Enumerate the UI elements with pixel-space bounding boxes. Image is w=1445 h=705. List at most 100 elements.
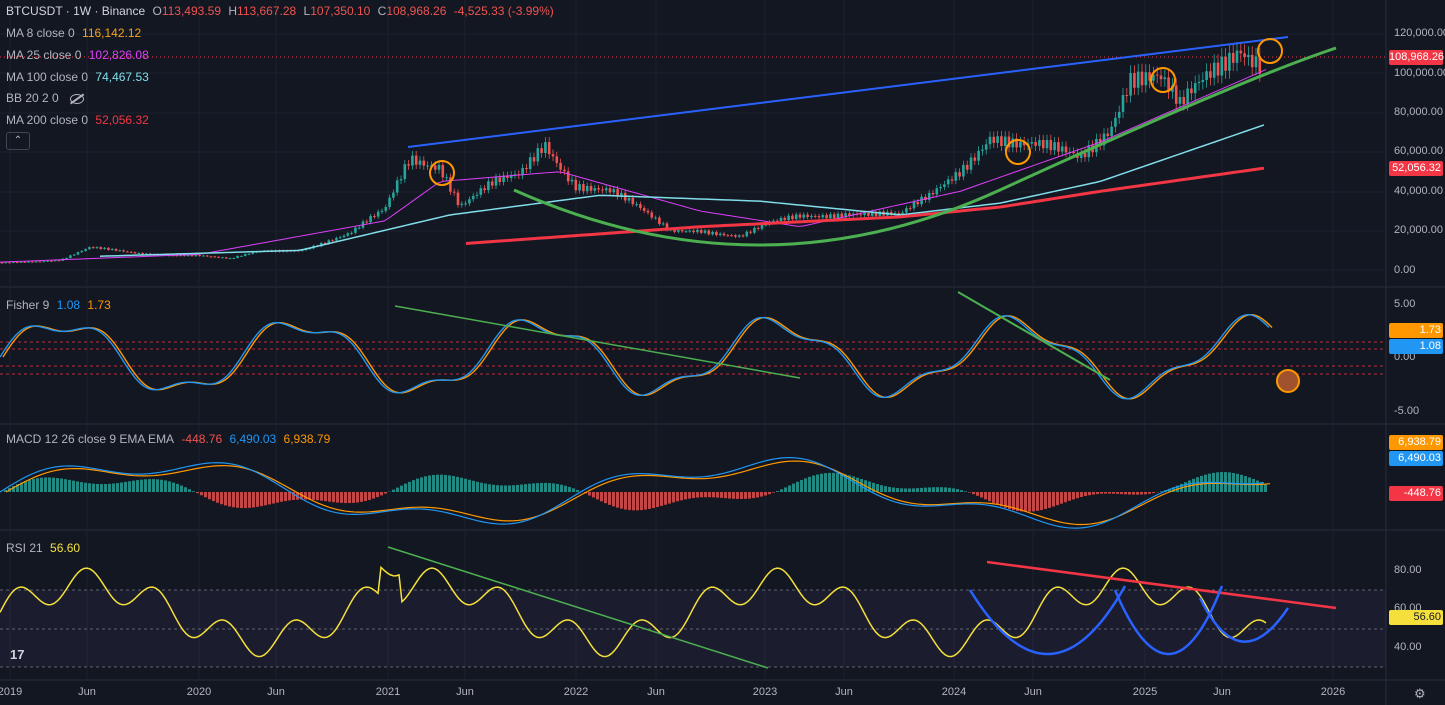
macd-histogram-bar [284,492,287,502]
ohlc-open: O113,493.59 [152,4,222,18]
candle-body [65,257,68,259]
indicator-bb[interactable]: BB 20 2 0 [6,90,88,106]
macd-histogram-bar [624,492,627,510]
rsi-tick: 80.00 [1394,564,1422,576]
candle-body [449,177,452,192]
candle-body [350,232,353,234]
macd-histogram-bar [952,488,955,492]
macd-histogram-bar [220,492,223,505]
indicator-ma200[interactable]: MA 200 close 0 52,056.32 [6,113,149,127]
macd-histogram-bar [564,485,567,492]
macd-histogram-bar [336,492,339,503]
macd-histogram-bar [884,486,887,492]
candle-body [126,251,129,253]
candle-body [817,216,821,218]
candle-body [954,172,958,181]
candle-body [574,179,578,191]
macd-histogram-bar [112,483,115,492]
macd-histogram-bar [824,473,827,492]
candle-body [506,175,509,179]
macd-histogram-bar [156,479,159,492]
indicator-ma25[interactable]: MA 25 close 0 102,826.08 [6,48,149,62]
macd-histogram-bar [1104,492,1107,494]
macd-histogram-bar [328,492,331,502]
macd-histogram-bar [356,492,359,503]
macd-histogram-bar [968,492,971,493]
macd-histogram-bar [132,480,135,492]
time-tick: Jun [1213,686,1231,698]
candle-body [870,211,874,216]
candle-body [1136,71,1140,88]
candle-body [840,213,844,218]
macd-histogram-bar [632,492,635,511]
rsi-cup-curve [1198,597,1290,643]
macd-histogram-bar [1064,492,1067,503]
hidden-eye-icon[interactable] [70,94,85,104]
indicator-ma100[interactable]: MA 100 close 0 74,467.53 [6,70,149,84]
candle-body [1079,152,1083,158]
candle-body [836,213,840,219]
candle-body [426,165,429,167]
macd-histogram-bar [688,492,691,499]
ohlc-change: -4,525.33 (-3.99%) [453,4,554,18]
macd-histogram-bar [24,481,27,492]
macd-histogram-bar [820,473,823,492]
candle-body [532,157,536,162]
macd-pane[interactable] [0,457,1271,529]
candle-body [27,261,30,263]
macd-histogram-bar [764,492,767,496]
candle-body [658,217,661,224]
candle-body [661,223,665,225]
candle-body [540,148,543,154]
macd-histogram-bar [592,492,595,498]
ohlc-close: C108,968.26 [377,4,447,18]
fisher-legend[interactable]: Fisher 9 1.08 1.73 [6,298,111,312]
macd-histogram-bar [492,484,495,492]
candle-body [175,255,179,257]
macd-histogram-bar [380,492,383,496]
macd-histogram-bar [276,492,279,503]
candle-body [943,184,946,187]
candle-body [1045,139,1049,149]
settings-gear-icon[interactable]: ⚙ [1414,686,1426,701]
candle-body [357,227,361,229]
candle-body [198,255,201,257]
candle-body [346,233,350,236]
macd-histogram-bar [992,492,995,503]
tradingview-logo[interactable]: 17 [10,647,25,662]
candle-body [399,179,403,181]
candle-body [711,231,714,235]
candle-body [471,195,475,200]
fisher-trendline [394,305,801,379]
candle-body [145,253,148,255]
candle-body [1247,54,1250,58]
fisher-line [0,313,1270,400]
candle-body [639,204,642,209]
time-tick: 2025 [1132,686,1158,698]
candle-body [775,220,779,222]
candle-body [642,208,646,211]
macd-histogram-bar [964,491,967,492]
macd-legend[interactable]: MACD 12 26 close 9 EMA EMA -448.76 6,490… [6,432,331,446]
macd-histogram-bar [304,492,307,500]
rsi-pane[interactable] [0,546,1386,669]
macd-histogram-bar [472,480,475,492]
rsi-legend[interactable]: RSI 21 56.60 [6,541,81,555]
symbol-title[interactable]: BTCUSDT · 1W · Binance [6,4,146,18]
price-pane[interactable] [0,36,1337,264]
collapse-legend-button[interactable]: ⌃ [6,132,30,150]
macd-histogram-bar [788,485,791,492]
macd-histogram-bar [448,475,451,492]
macd-histogram-bar [744,492,747,499]
macd-histogram-bar [184,487,187,492]
macd-histogram-bar [232,492,235,508]
fisher-pane[interactable] [0,291,1386,400]
time-tick: Jun [835,686,853,698]
candle-body [464,203,467,205]
candle-body [699,229,703,233]
indicator-ma8[interactable]: MA 8 close 0 116,142.12 [6,26,142,40]
candle-body [924,196,927,201]
macd-histogram-bar [72,480,75,492]
last-price-badge: 108,968.26 [1389,50,1445,65]
